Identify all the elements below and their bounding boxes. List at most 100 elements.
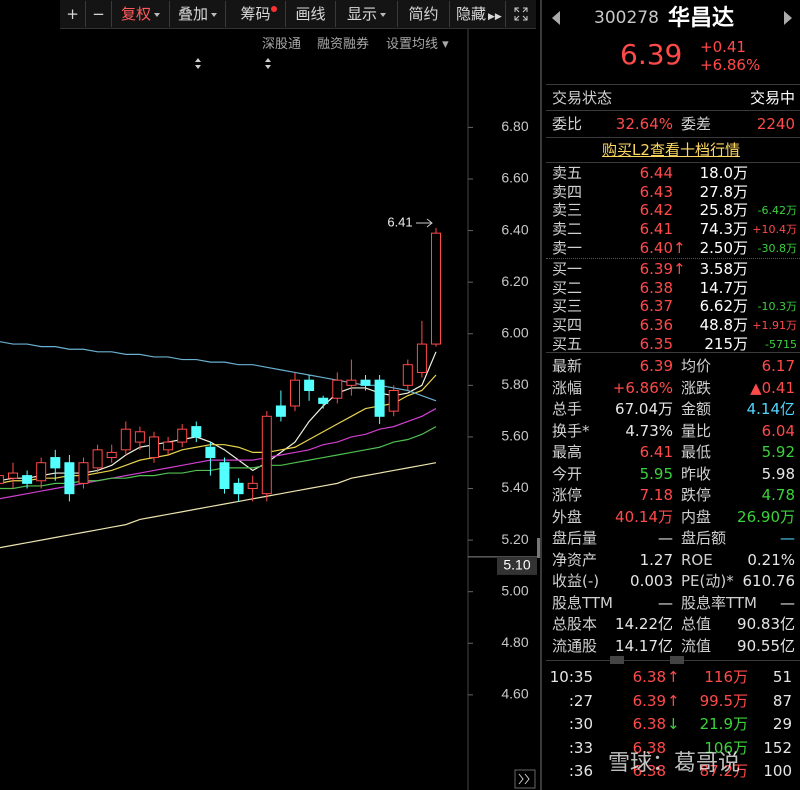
zoom-in[interactable]: +: [60, 1, 86, 27]
candle-body: [290, 379, 300, 407]
book-volume: 14.7万: [699, 278, 748, 297]
candle-body: [149, 436, 159, 459]
y-tick-label: 5.40: [501, 479, 528, 495]
stat-label: 跌停: [681, 486, 712, 504]
draw-button[interactable]: 画线: [286, 1, 336, 27]
moving-average: [0, 462, 437, 549]
stat-value: 6.41: [639, 443, 673, 461]
book-price: 6.40: [639, 238, 673, 257]
stat-label: 涨停: [552, 486, 583, 504]
display-button[interactable]: 显示: [336, 1, 398, 27]
tick-time: :30: [568, 715, 593, 733]
splitter[interactable]: [670, 656, 684, 664]
hk-connect-link[interactable]: 深股通: [262, 37, 302, 52]
label: 显示: [346, 5, 377, 23]
stat-value: 5.92: [761, 443, 795, 461]
book-label: 买二: [552, 278, 583, 297]
stat-value: 4.78: [761, 486, 795, 504]
stat-label: 股息TTM: [552, 593, 614, 612]
moving-average: [0, 351, 437, 482]
stat-value: —: [658, 529, 673, 547]
candle-body: [8, 472, 18, 479]
tick-price: 6.38: [632, 715, 666, 733]
tick-count: 51: [772, 668, 792, 686]
book-change: -6.42万: [757, 204, 797, 218]
candle-body: [416, 343, 427, 373]
y-tick-label: 6.60: [501, 170, 528, 186]
tick-count: 100: [763, 762, 792, 780]
stat-value: 90.55亿: [737, 636, 795, 655]
expand-icon: [518, 773, 530, 785]
y-tick-label: 5.00: [501, 582, 528, 598]
stat-label: 最低: [681, 443, 712, 461]
prev-button[interactable]: [552, 11, 560, 25]
tick-volume: 87.2万: [699, 762, 748, 780]
candle-body: [233, 482, 244, 495]
crosshair-box: [497, 556, 537, 575]
book-price: 6.43: [639, 182, 673, 201]
stat-label: 流值: [681, 636, 712, 655]
book-price: 6.36: [639, 316, 673, 335]
hide-button[interactable]: 隐藏 ▶▶: [450, 1, 506, 27]
book-change: +1.91万: [752, 319, 797, 333]
fullscreen-button[interactable]: [506, 1, 536, 27]
stat-value: 67.04万: [615, 400, 673, 418]
splitter[interactable]: [610, 656, 624, 664]
book-volume: 6.62万: [699, 297, 748, 316]
candle-body: [318, 397, 329, 404]
y-tick-label: 4.60: [501, 686, 528, 702]
adjust-button[interactable]: 复权: [112, 1, 170, 27]
overlay-button[interactable]: 叠加: [170, 1, 226, 27]
candle-body: [22, 475, 33, 484]
stat-label: 内盘: [681, 507, 712, 526]
stat-label: 量比: [681, 421, 712, 440]
tick-count: 152: [763, 738, 792, 757]
status-value: 交易中: [749, 89, 795, 107]
tick-arrow: ↓: [667, 715, 680, 733]
candle-body: [92, 449, 103, 469]
candle-body: [374, 379, 385, 417]
book-price: 6.41: [639, 220, 673, 239]
l2-link[interactable]: 购买L2查看十档行情: [602, 141, 740, 159]
stat-label: 昨收: [681, 464, 712, 483]
ratio-label: 委比: [552, 115, 583, 133]
book-change: -10.3万: [757, 300, 797, 314]
book-volume: 48.8万: [699, 316, 748, 335]
candle-body: [261, 415, 272, 495]
zoom-out[interactable]: −: [86, 1, 112, 27]
stat-value: 6.39: [639, 357, 673, 375]
next-button[interactable]: [784, 11, 792, 25]
price-change-pct: +6.86%: [700, 56, 761, 74]
candle-body: [205, 446, 216, 459]
candle-body: [219, 462, 230, 490]
expand-button[interactable]: [514, 769, 536, 789]
tick-price: 6.38: [632, 668, 666, 686]
label: 隐藏: [456, 5, 487, 23]
book-change: -5715: [765, 337, 797, 351]
tick-volume: 21.9万: [699, 715, 748, 733]
y-tick-label: 6.20: [501, 273, 528, 289]
stat-value: —: [658, 593, 673, 612]
stat-value: 6.17: [761, 357, 795, 375]
ma-settings-link[interactable]: 设置均线 ▾: [386, 37, 449, 52]
stat-label: 总手: [552, 400, 583, 418]
candle-body: [360, 379, 371, 386]
book-label: 卖四: [552, 182, 583, 201]
candle-body: [78, 462, 89, 484]
quote-panel: 300278 华昌达 6.39 +0.41 +6.86% 交易状态 交易中 委比 32.64% 委…: [540, 0, 800, 790]
y-tick-label: 6.40: [501, 221, 528, 237]
ratio-value: 32.64%: [615, 115, 673, 133]
stat-label: 收益(-): [552, 572, 600, 590]
book-price: 6.35: [639, 334, 673, 353]
simple-button[interactable]: 简约: [398, 1, 450, 27]
panel-handle[interactable]: [537, 538, 540, 558]
label: 复权: [120, 5, 151, 23]
tick-count: 87: [772, 691, 792, 710]
stat-label: 涨幅: [552, 378, 583, 397]
chips-button[interactable]: 筹码: [226, 1, 286, 27]
margin-link[interactable]: 融资融券: [317, 37, 370, 52]
last-price: 6.39: [620, 38, 683, 71]
stat-label: ROE: [681, 550, 713, 569]
tick-arrow: ↑: [667, 691, 680, 710]
